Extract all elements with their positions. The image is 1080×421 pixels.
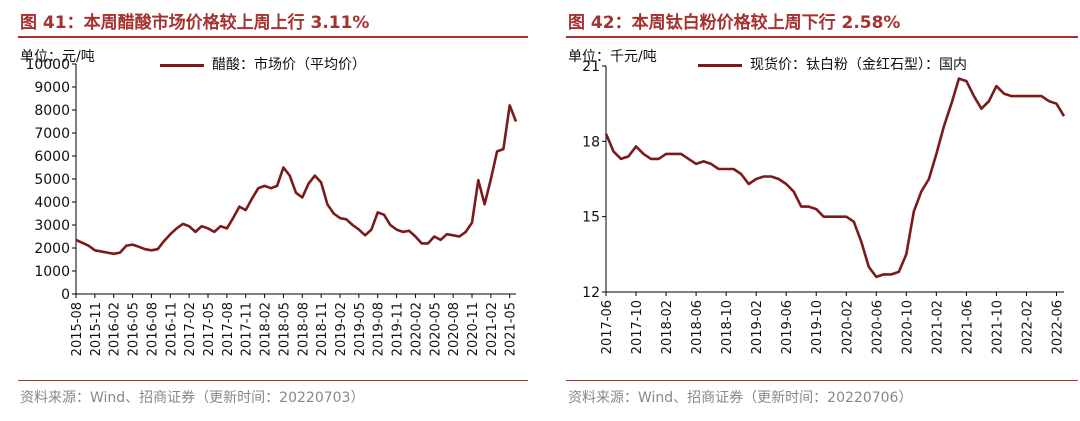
left-y-tick-label: 4000: [34, 195, 70, 211]
left-chart-panel: 图 41：本周醋酸市场价格较上周上行 3.11% 单位：元/吨 醋酸：市场价（平…: [0, 0, 530, 421]
left-chart-title: 图 41：本周醋酸市场价格较上周上行 3.11%: [20, 13, 370, 33]
right-x-tick-label: 2018-02: [660, 300, 675, 354]
right-y-tick-label: 15: [582, 210, 600, 226]
left-x-tick-label: 2019-08: [372, 302, 387, 356]
left-x-tick-label: 2020-02: [409, 302, 424, 356]
left-x-tick-label: 2020-05: [428, 302, 443, 356]
left-x-tick-label: 2016-08: [145, 302, 160, 356]
left-y-tick-label: 3000: [34, 218, 70, 234]
left-legend: 醋酸：市场价（平均价）: [160, 54, 366, 74]
left-source-rule: [18, 380, 528, 381]
left-x-tick-label: 2021-02: [485, 302, 500, 356]
left-y-tick-label: 1000: [34, 264, 70, 280]
left-y-tick-label: 7000: [34, 126, 70, 142]
left-x-tick-label: 2020-11: [466, 302, 481, 356]
left-x-tick-label: 2019-05: [353, 302, 368, 356]
left-series-line: [75, 104, 518, 256]
right-x-tick-label: 2017-10: [630, 300, 645, 354]
left-unit-label: 单位：元/吨: [20, 49, 95, 65]
right-x-tick-label: 2020-06: [870, 300, 885, 354]
right-x-tick-label: 2019-02: [750, 300, 765, 354]
left-line-chart: 0 1000 2000 3000 4000 5000 6000 7000 8000 9000 100…: [25, 57, 519, 356]
right-legend-swatch: [698, 63, 742, 67]
right-source-rule: [566, 380, 1078, 381]
right-legend-label: 现货价：钛白粉（金红石型）：国内: [750, 57, 967, 73]
right-x-tick-label: 2022-06: [1050, 300, 1065, 354]
left-x-tick-label: 2016-02: [108, 302, 123, 356]
right-unit-label: 单位：千元/吨: [568, 49, 657, 65]
left-x-tick-label: 2021-05: [504, 302, 519, 356]
right-x-tick-label: 2021-06: [960, 300, 975, 354]
left-x-tick-label: 2018-02: [259, 302, 274, 356]
right-source-note: 资料来源：Wind、招商证券（更新时间：20220706）: [568, 390, 913, 406]
right-x-tick-label: 2022-02: [1020, 300, 1035, 354]
left-source-note: 资料来源：Wind、招商证券（更新时间：20220703）: [20, 390, 365, 406]
right-y-tick-label: 18: [582, 134, 600, 150]
right-line-chart: 12 15 18 21 2017-06 2017-10 2018-02 2018-06 2018…: [582, 59, 1066, 354]
left-x-tick-label: 2018-05: [277, 302, 292, 356]
left-y-tick-label: 5000: [34, 172, 70, 188]
left-x-tick-label: 2015-08: [70, 302, 85, 356]
left-x-tick-label: 2016-11: [164, 302, 179, 356]
right-title-rule: [566, 36, 1078, 38]
left-x-tick-label: 2018-08: [296, 302, 311, 356]
left-y-tick-label: 9000: [34, 80, 70, 96]
left-x-tick-label: 2019-11: [391, 302, 406, 356]
right-x-tick-label: 2019-06: [780, 300, 795, 354]
left-x-tick-label: 2017-08: [221, 302, 236, 356]
left-x-tick-label: 2016-05: [127, 302, 142, 356]
left-y-tick-label: 2000: [34, 241, 70, 257]
right-x-tick-label: 2020-10: [900, 300, 915, 354]
right-x-tick-label: 2019-10: [810, 300, 825, 354]
left-y-tick-label: 10000: [25, 57, 70, 73]
left-x-tick-label: 2019-02: [334, 302, 349, 356]
right-x-tick-label: 2021-02: [930, 300, 945, 354]
right-chart-panel: 图 42：本周钛白粉价格较上周下行 2.58% 单位：千元/吨 现货价：钛白粉（…: [548, 0, 1078, 421]
left-x-tick-label: 2017-05: [202, 302, 217, 356]
left-legend-label: 醋酸：市场价（平均价）: [212, 57, 366, 73]
right-legend: 现货价：钛白粉（金红石型）：国内: [698, 54, 967, 74]
right-x-tick-label: 2020-02: [840, 300, 855, 354]
left-legend-swatch: [160, 63, 204, 67]
left-x-tick-label: 2017-02: [183, 302, 198, 356]
left-y-tick-label: 8000: [34, 103, 70, 119]
right-chart-title: 图 42：本周钛白粉价格较上周下行 2.58%: [568, 13, 901, 33]
right-x-tick-label: 2017-06: [600, 300, 615, 354]
left-x-tick-label: 2018-11: [315, 302, 330, 356]
left-y-tick-label: 6000: [34, 149, 70, 165]
right-y-tick-label: 12: [582, 285, 600, 301]
right-y-tick-label: 21: [582, 59, 600, 75]
right-series-line: [604, 77, 1066, 279]
right-x-tick-label: 2021-10: [990, 300, 1005, 354]
left-x-tick-label: 2017-11: [240, 302, 255, 356]
left-title-rule: [18, 36, 528, 38]
right-x-tick-label: 2018-06: [690, 300, 705, 354]
right-x-tick-label: 2018-10: [720, 300, 735, 354]
left-y-tick-label: 0: [61, 287, 70, 303]
left-x-tick-label: 2015-11: [89, 302, 104, 356]
left-x-tick-label: 2020-08: [447, 302, 462, 356]
